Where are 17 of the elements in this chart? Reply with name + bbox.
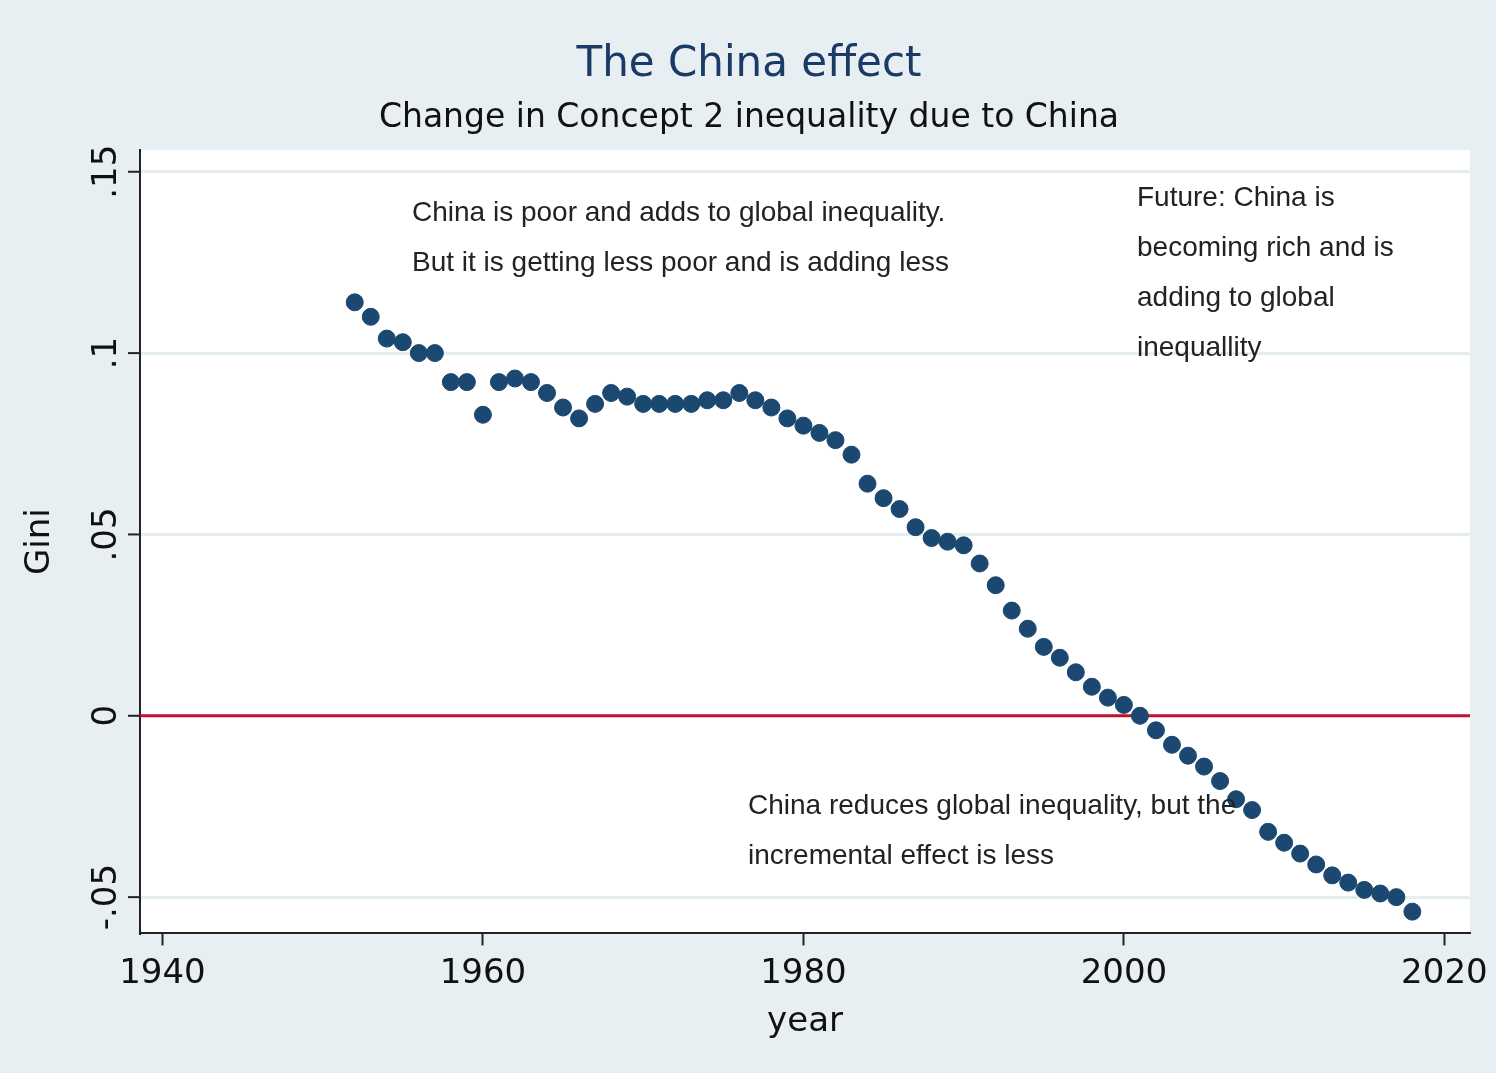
- annotation: China reduces global inequality, but the incremental effect is less: [748, 788, 1238, 872]
- x-tick-label: 2000: [1080, 950, 1168, 991]
- chart-subtitle: Change in Concept 2 inequality due to China: [378, 95, 1120, 135]
- x-tick-label: 1960: [439, 950, 527, 991]
- y-tick-label: .15: [83, 144, 124, 199]
- x-axis-title: year: [767, 999, 843, 1040]
- y-tick-label: -.05: [83, 863, 124, 931]
- annotation: China is poor and adds to global inequality. But it is getting less poor and is adding less: [412, 195, 950, 279]
- x-tick-label: 1980: [760, 950, 847, 991]
- annotation: Future: China is becoming rich and is adding to global inequallity: [1137, 180, 1395, 364]
- x-tick-label: 1940: [119, 950, 206, 991]
- chart-title: The China effect: [575, 37, 922, 87]
- y-axis-title: Gini: [17, 508, 58, 576]
- y-tick-label: .1: [83, 336, 124, 370]
- x-tick-label: 2020: [1401, 950, 1488, 991]
- y-tick-label: 0: [83, 704, 124, 727]
- y-tick-label: .05: [83, 507, 124, 562]
